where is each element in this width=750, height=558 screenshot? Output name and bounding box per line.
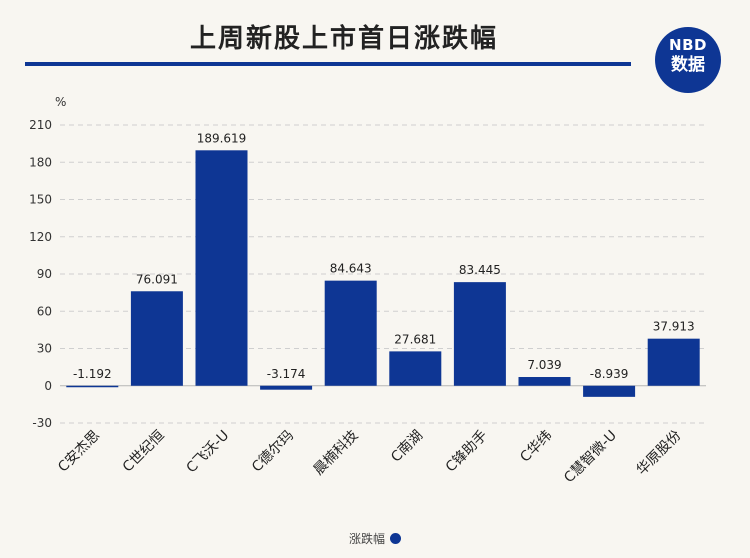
- bar: [389, 351, 442, 386]
- data-label: -3.174: [267, 367, 306, 381]
- title-underline: [25, 62, 631, 66]
- y-tick-label: 0: [44, 379, 52, 393]
- y-axis-unit: %: [55, 95, 66, 109]
- bar: [518, 377, 571, 386]
- x-tick-label: C锋助手: [443, 428, 491, 476]
- data-label: 189.619: [197, 131, 247, 145]
- y-tick-label: 30: [37, 342, 52, 356]
- y-tick-label: -30: [32, 416, 52, 430]
- logo-text-bottom: 数据: [671, 55, 705, 75]
- data-label: -1.192: [73, 367, 112, 381]
- x-tick-label: 晨楠科技: [311, 428, 362, 479]
- x-tick-label: C南湖: [388, 428, 426, 466]
- data-label: 7.039: [527, 358, 561, 372]
- data-label: 84.643: [330, 262, 372, 276]
- y-tick-label: 90: [37, 267, 52, 281]
- data-label: 83.445: [459, 263, 501, 277]
- data-label: 27.681: [394, 332, 436, 346]
- chart-title: 上周新股上市首日涨跌幅: [190, 24, 499, 54]
- data-label: 37.913: [653, 320, 695, 334]
- bar: [647, 338, 700, 386]
- y-tick-label: 210: [29, 118, 52, 132]
- bar: [260, 385, 313, 390]
- x-tick-label: C飞沃-U: [183, 428, 232, 477]
- y-tick-label: 180: [29, 155, 52, 169]
- bar: [583, 385, 636, 397]
- y-tick-label: 120: [29, 230, 52, 244]
- y-tick-label: 60: [37, 304, 52, 318]
- data-label: 76.091: [136, 272, 178, 286]
- x-tick-label: C安杰思: [55, 428, 103, 476]
- bar: [324, 280, 377, 386]
- data-label: -8.939: [590, 367, 629, 381]
- nbd-logo: NBD 数据: [655, 27, 721, 93]
- y-tick-label: 150: [29, 193, 52, 207]
- bar: [453, 282, 506, 386]
- x-tick-label: C慧智微-U: [561, 428, 620, 487]
- legend: 涨跌幅: [0, 530, 750, 547]
- legend-label: 涨跌幅: [348, 532, 385, 546]
- x-tick-label: 华原股份: [634, 428, 685, 479]
- x-tick-label: C华纬: [517, 428, 555, 466]
- logo-text-top: NBD: [669, 36, 707, 54]
- bar: [66, 385, 119, 388]
- x-tick-label: C世纪恒: [120, 428, 168, 476]
- bar: [195, 150, 248, 386]
- legend-swatch: [390, 533, 401, 544]
- bar: [130, 291, 183, 386]
- x-tick-label: C德尔玛: [249, 428, 297, 476]
